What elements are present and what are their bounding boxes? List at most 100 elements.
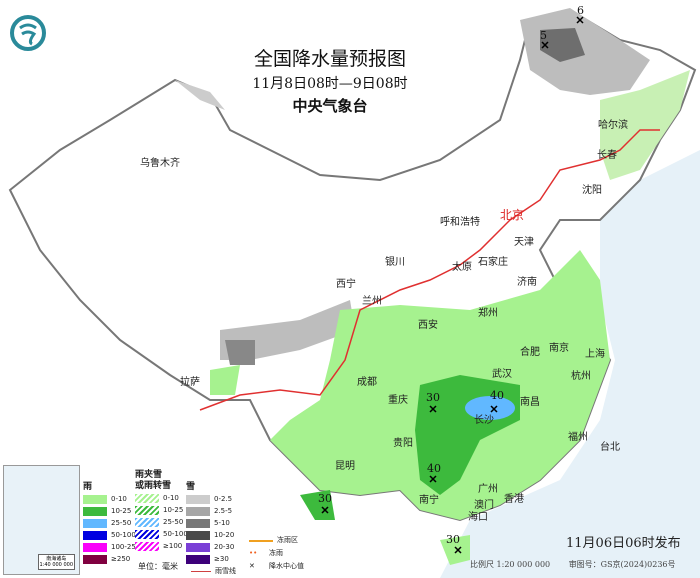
legend-item: ≥250 — [83, 553, 140, 565]
legend-snow: 雪 0-2.5 2.5-5 5-10 10-20 20-30 ≥30 — [186, 482, 234, 565]
legend-label: 0-10 — [163, 493, 179, 502]
freezing-zone-line-icon — [249, 539, 273, 542]
legend-rain-snow-line: 雨雪线 — [191, 567, 236, 576]
center-markers — [321, 16, 584, 554]
inset-scale: 1:40 000 000 — [39, 562, 74, 568]
city-label: 长沙 — [474, 415, 494, 426]
legend-unit: 单位：毫米 — [138, 562, 178, 571]
city-label: 上海 — [585, 349, 605, 360]
center-value: 40 — [427, 462, 441, 475]
center-marker — [321, 506, 329, 514]
city-label: 贵阳 — [393, 438, 413, 449]
legend-item: ≥30 — [186, 553, 234, 565]
legend-swatch — [83, 518, 107, 528]
legend-label: ≥250 — [111, 554, 131, 563]
center-value-label: 降水中心值 — [269, 562, 304, 570]
legend-swatch — [135, 541, 159, 551]
snow-area-heavy — [540, 28, 585, 62]
legend-label: 50-100 — [163, 529, 188, 538]
snow-area-altai — [175, 80, 225, 110]
city-label: 广州 — [478, 484, 498, 495]
city-label: 香港 — [504, 494, 524, 505]
rain-area-heavy — [465, 396, 515, 420]
city-label: 南昌 — [520, 397, 540, 408]
city-label: 西宁 — [336, 279, 356, 290]
snow-area-plateau-heavy — [225, 340, 255, 365]
legend-swatch — [83, 506, 107, 516]
center-marker — [576, 16, 584, 24]
center-value: 6 — [577, 4, 584, 17]
legend-item: 0-2.5 — [186, 493, 234, 505]
center-value: 30 — [318, 492, 332, 505]
legend-item: 10-20 — [186, 529, 234, 541]
legend-label: 5-10 — [214, 518, 230, 527]
city-label: 西安 — [418, 320, 438, 331]
legend-item: 100-250 — [83, 541, 140, 553]
city-label: 成都 — [357, 377, 377, 388]
legend-item: 0-10 — [83, 493, 140, 505]
city-label: 重庆 — [388, 395, 408, 406]
legend-item: 10-25 — [83, 505, 140, 517]
center-marker — [541, 41, 549, 49]
freezing-rain-label: 冻雨 — [269, 549, 283, 557]
center-value: 30 — [426, 391, 440, 404]
city-label: 石家庄 — [478, 257, 508, 268]
legend-label: 25-50 — [111, 518, 132, 527]
legend-item: 25-50 — [83, 517, 140, 529]
legend-label: 100-250 — [111, 542, 141, 551]
center-value: 5 — [540, 29, 547, 42]
legend-label: 20-30 — [214, 542, 235, 551]
city-label: 兰州 — [362, 296, 382, 307]
rain-area-hainan — [440, 535, 470, 565]
city-label: 哈尔滨 — [598, 120, 628, 131]
issue-time: 11月06日06时发布 — [566, 536, 681, 551]
city-label: 天津 — [514, 237, 534, 248]
legend-snow-title: 雪 — [186, 482, 196, 492]
rain-area-tibet — [210, 365, 240, 395]
legend-swatch — [83, 494, 107, 504]
legend-swatch — [135, 505, 159, 515]
rain-snow-line-icon — [191, 571, 211, 572]
sea-area — [440, 150, 700, 578]
city-label: 乌鲁木齐 — [140, 158, 180, 169]
legend-swatch — [83, 554, 107, 564]
city-label: 南宁 — [419, 495, 439, 506]
city-label: 昆明 — [335, 461, 355, 472]
center-marker — [454, 546, 462, 554]
legend-rain: 雨 0-10 10-25 25-50 50-100 100-250 ≥250 — [83, 482, 140, 565]
city-label: 沈阳 — [582, 185, 602, 196]
legend-label: ≥30 — [214, 554, 229, 563]
city-label: 拉萨 — [180, 377, 200, 388]
city-label: 福州 — [568, 432, 588, 443]
city-label: 澳门 — [474, 500, 494, 511]
scale-text: 比例尺 1:20 000 000 — [470, 560, 551, 569]
legend: 雨 0-10 10-25 25-50 50-100 100-250 ≥250 雨夹雪 或雨… — [83, 470, 313, 576]
issuer: 中央气象台 — [292, 97, 368, 115]
legend-swatch — [135, 493, 159, 503]
city-label: 杭州 — [571, 371, 591, 382]
legend-label: 50-100 — [111, 530, 136, 539]
legend-freezing-rain: •• 冻雨 — [249, 549, 283, 558]
legend-item: 2.5-5 — [186, 505, 234, 517]
legend-mixed-title: 雨夹雪 或雨转雪 — [135, 470, 172, 491]
legend-swatch — [186, 554, 210, 564]
city-label: 呼和浩特 — [440, 217, 480, 228]
legend-swatch — [186, 518, 210, 528]
legend-swatch — [135, 517, 159, 527]
city-label: 长春 — [597, 150, 617, 161]
legend-label: 10-25 — [163, 505, 184, 514]
legend-label: 25-50 — [163, 517, 184, 526]
center-marker — [490, 405, 498, 413]
city-label: 海口 — [468, 512, 488, 523]
south-china-sea-inset: 南海诸岛 1:40 000 000 — [3, 465, 80, 575]
legend-item: 50-100 — [83, 529, 140, 541]
approval-number: 审图号：GS京(2024)0236号 — [568, 560, 676, 569]
legend-item: 50-100 — [135, 528, 188, 540]
legend-swatch — [186, 506, 210, 516]
legend-item: ≥100 — [135, 540, 188, 552]
legend-item: 20-30 — [186, 541, 234, 553]
legend-center-value: ✕ 降水中心值 — [249, 562, 304, 571]
legend-swatch — [186, 530, 210, 540]
center-marker — [429, 475, 437, 483]
